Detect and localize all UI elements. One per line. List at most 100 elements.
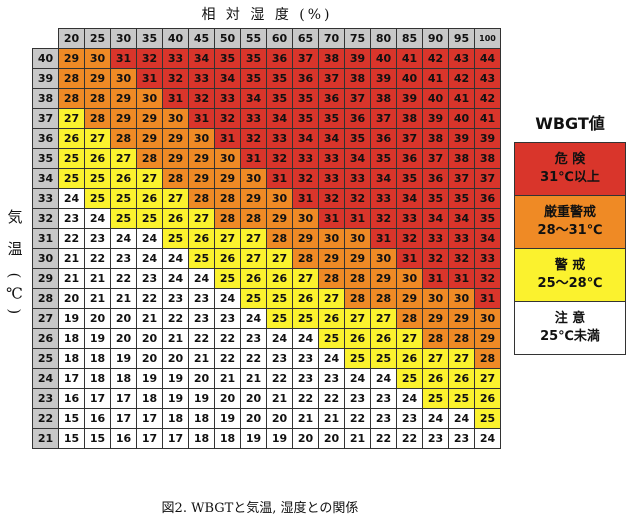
wbgt-cell: 35 <box>214 48 241 69</box>
wbgt-cell: 19 <box>84 328 111 349</box>
wbgt-cell: 27 <box>396 328 423 349</box>
wbgt-cell: 23 <box>292 368 319 389</box>
humidity-tick-label: 75 <box>344 28 371 49</box>
wbgt-cell: 32 <box>422 248 449 269</box>
legend-label: 厳重警戒 <box>543 205 596 220</box>
wbgt-cell: 35 <box>396 168 423 189</box>
temperature-tick-label: 27 <box>32 308 59 329</box>
wbgt-cell: 18 <box>84 368 111 389</box>
wbgt-cell: 25 <box>136 208 163 229</box>
wbgt-cell: 28 <box>266 228 293 249</box>
wbgt-cell: 23 <box>422 428 449 449</box>
wbgt-cell: 29 <box>136 108 163 129</box>
wbgt-cell: 29 <box>58 48 85 69</box>
wbgt-cell: 35 <box>448 188 475 209</box>
wbgt-cell: 24 <box>318 348 345 369</box>
wbgt-cell: 39 <box>422 108 449 129</box>
wbgt-cell: 38 <box>396 108 423 129</box>
wbgt-cell: 23 <box>292 348 319 369</box>
wbgt-cell: 20 <box>292 428 319 449</box>
wbgt-cell: 23 <box>58 208 85 229</box>
wbgt-table: 20 25 30 35 40 45 50 55 60 65 70 75 80 85 90 95 100 40 29 3… <box>32 28 501 449</box>
wbgt-cell: 27 <box>110 148 137 169</box>
wbgt-cell: 27 <box>136 168 163 189</box>
wbgt-cell: 25 <box>292 308 319 329</box>
wbgt-cell: 32 <box>162 68 189 89</box>
wbgt-cell: 35 <box>266 88 293 109</box>
wbgt-cell: 25 <box>266 308 293 329</box>
wbgt-cell: 30 <box>370 248 397 269</box>
legend-item-severe-warning: 厳重警戒 28～31℃ <box>514 196 626 249</box>
wbgt-cell: 38 <box>370 88 397 109</box>
wbgt-cell: 17 <box>58 368 85 389</box>
wbgt-cell: 39 <box>448 128 475 149</box>
wbgt-cell: 22 <box>136 288 163 309</box>
wbgt-cell: 34 <box>318 128 345 149</box>
wbgt-cell: 20 <box>136 348 163 369</box>
wbgt-cell: 24 <box>214 288 241 309</box>
wbgt-cell: 25 <box>370 348 397 369</box>
wbgt-cell: 37 <box>474 168 501 189</box>
table-row: 26 18 19 20 20 21 22 22 23 24 24 25 26 26 27 28 28 29 <box>32 328 501 349</box>
wbgt-cell: 21 <box>162 328 189 349</box>
wbgt-cell: 26 <box>214 248 241 269</box>
wbgt-cell: 36 <box>370 128 397 149</box>
wbgt-cell: 28 <box>292 248 319 269</box>
wbgt-cell: 18 <box>214 428 241 449</box>
wbgt-cell: 25 <box>344 348 371 369</box>
wbgt-cell: 25 <box>240 288 267 309</box>
wbgt-cell: 41 <box>448 88 475 109</box>
wbgt-cell: 31 <box>292 188 319 209</box>
table-row: 31 22 23 24 24 25 26 27 27 28 29 30 30 31 32 33 33 34 <box>32 228 501 249</box>
wbgt-cell: 36 <box>318 88 345 109</box>
wbgt-cell: 31 <box>318 208 345 229</box>
temperature-tick-label: 32 <box>32 208 59 229</box>
wbgt-cell: 32 <box>292 168 319 189</box>
wbgt-cell: 29 <box>162 148 189 169</box>
wbgt-cell: 24 <box>162 248 189 269</box>
wbgt-cell: 24 <box>110 228 137 249</box>
wbgt-cell: 25 <box>318 328 345 349</box>
table-row: 27 19 20 20 21 22 23 23 24 25 25 26 27 27 28 29 29 30 <box>32 308 501 329</box>
wbgt-cell: 36 <box>266 48 293 69</box>
wbgt-cell: 40 <box>448 108 475 129</box>
wbgt-cell: 26 <box>84 148 111 169</box>
humidity-tick-label: 35 <box>136 28 163 49</box>
wbgt-cell: 32 <box>136 48 163 69</box>
wbgt-cell: 33 <box>318 148 345 169</box>
wbgt-cell: 30 <box>318 228 345 249</box>
wbgt-cell: 42 <box>422 48 449 69</box>
humidity-tick-label: 95 <box>448 28 475 49</box>
wbgt-cell: 27 <box>474 368 501 389</box>
wbgt-cell: 28 <box>136 148 163 169</box>
wbgt-cell: 37 <box>292 48 319 69</box>
wbgt-cell: 41 <box>422 68 449 89</box>
wbgt-cell: 26 <box>448 368 475 389</box>
wbgt-cell: 21 <box>344 428 371 449</box>
wbgt-cell: 29 <box>292 228 319 249</box>
table-row: 30 21 22 23 24 24 25 26 27 27 28 29 29 30 31 32 32 33 <box>32 248 501 269</box>
wbgt-cell: 26 <box>370 328 397 349</box>
wbgt-cell: 30 <box>188 128 215 149</box>
wbgt-cell: 24 <box>292 328 319 349</box>
temperature-tick-label: 28 <box>32 288 59 309</box>
wbgt-cell: 34 <box>214 68 241 89</box>
wbgt-cell: 43 <box>448 48 475 69</box>
wbgt-cell: 30 <box>162 108 189 129</box>
wbgt-cell: 33 <box>422 228 449 249</box>
wbgt-cell: 38 <box>448 148 475 169</box>
wbgt-cell: 35 <box>370 148 397 169</box>
wbgt-cell: 25 <box>188 248 215 269</box>
humidity-tick-label: 100 <box>474 28 501 49</box>
wbgt-cell: 18 <box>84 348 111 369</box>
wbgt-cell: 17 <box>136 428 163 449</box>
legend-range: 31℃以上 <box>540 170 600 185</box>
wbgt-cell: 39 <box>396 88 423 109</box>
wbgt-cell: 18 <box>136 388 163 409</box>
wbgt-cell: 21 <box>292 408 319 429</box>
wbgt-cell: 27 <box>422 348 449 369</box>
wbgt-cell: 38 <box>422 128 449 149</box>
wbgt-cell: 20 <box>266 408 293 429</box>
humidity-tick-label: 20 <box>58 28 85 49</box>
wbgt-cell: 23 <box>266 348 293 369</box>
